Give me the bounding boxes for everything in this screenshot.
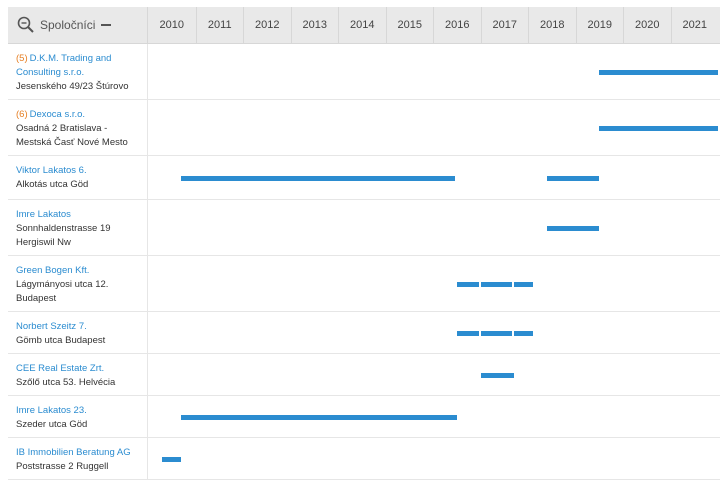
owner-cell: (6) Dexoca s.r.o. Osadná 2 Bratislava - Me… <box>8 100 148 155</box>
owner-name-link[interactable]: Imre Lakatos <box>16 209 71 220</box>
owners-column-header[interactable]: Spoločníci <box>8 7 148 43</box>
owner-address: Jesenského 49/23 Štúrovo <box>16 81 129 92</box>
owners-list: (5) D.K.M. Trading and Consulting s.r.o. J… <box>8 44 720 480</box>
owner-cell: Imre Lakatos Sonnhaldenstrasse 19 Hergisw… <box>8 200 148 255</box>
ownership-period-bar[interactable] <box>480 282 514 287</box>
ownership-bars <box>148 44 720 99</box>
owner-name-link[interactable]: Imre Lakatos 23. <box>16 405 87 416</box>
owner-name-line: IB Immobilien Beratung AG <box>16 446 139 460</box>
ownership-bars <box>148 312 720 353</box>
owner-name-line: Viktor Lakatos 6. <box>16 164 139 178</box>
owner-row: Norbert Szeitz 7. Gömb utca Budapest <box>8 312 720 354</box>
owner-name-link[interactable]: Green Bogen Kft. <box>16 265 90 276</box>
owner-row: Imre Lakatos Sonnhaldenstrasse 19 Hergisw… <box>8 200 720 256</box>
ownership-bars <box>148 438 720 479</box>
year-2012: 2012 <box>243 7 291 43</box>
ownership-bars <box>148 200 720 255</box>
owner-row: CEE Real Estate Zrt. Szőlő utca 53. Helvé… <box>8 354 720 396</box>
owner-address: Szőlő utca 53. Helvécia <box>16 377 116 388</box>
owner-address: Osadná 2 Bratislava - Mestská Časť Nové … <box>16 123 128 148</box>
year-2020: 2020 <box>623 7 671 43</box>
owner-row: Green Bogen Kft. Lágymányosi utca 12. Bud… <box>8 256 720 312</box>
ownership-period-bar[interactable] <box>456 282 481 287</box>
year-2014: 2014 <box>338 7 386 43</box>
owner-address: Lágymányosi utca 12. Budapest <box>16 279 109 304</box>
year-2013: 2013 <box>290 7 339 43</box>
ownership-period-bar[interactable] <box>480 331 514 336</box>
owner-index: (5) <box>16 53 28 64</box>
owner-name-link[interactable]: D.K.M. Trading and Consulting s.r.o. <box>16 53 112 78</box>
owner-cell: Norbert Szeitz 7. Gömb utca Budapest <box>8 312 148 353</box>
ownership-period-bar[interactable] <box>547 226 600 231</box>
owner-address: Sonnhaldenstrasse 19 Hergiswil Nw <box>16 223 111 248</box>
owner-cell: CEE Real Estate Zrt. Szőlő utca 53. Helvé… <box>8 354 148 395</box>
owner-name-line: Norbert Szeitz 7. <box>16 320 139 334</box>
owner-row: (5) D.K.M. Trading and Consulting s.r.o. J… <box>8 44 720 100</box>
owner-name-link[interactable]: Norbert Szeitz 7. <box>16 321 87 332</box>
ownership-period-bar[interactable] <box>181 176 457 181</box>
year-2015: 2015 <box>385 7 434 43</box>
zoom-icon[interactable] <box>16 15 36 35</box>
owner-row: Viktor Lakatos 6. Alkotás utca Göd <box>8 156 720 200</box>
ownership-period-bar[interactable] <box>513 331 533 336</box>
owner-cell: Imre Lakatos 23. Szeder utca Göd <box>8 396 148 437</box>
owner-index: (6) <box>16 109 28 120</box>
owner-address: Alkotás utca Göd <box>16 179 89 190</box>
ownership-period-bar[interactable] <box>181 415 457 420</box>
year-2021: 2021 <box>670 7 719 43</box>
ownership-period-bar[interactable] <box>599 126 718 131</box>
ownership-bars <box>148 354 720 395</box>
ownership-period-bar[interactable] <box>547 176 600 181</box>
year-2011: 2011 <box>195 7 244 43</box>
owner-name-link[interactable]: IB Immobilien Beratung AG <box>16 447 131 458</box>
owner-cell: IB Immobilien Beratung AG Poststrasse 2 R… <box>8 438 148 479</box>
owner-name-link[interactable]: Dexoca s.r.o. <box>29 109 86 120</box>
ownership-period-bar[interactable] <box>599 70 718 75</box>
owner-name-link[interactable]: Viktor Lakatos 6. <box>16 165 87 176</box>
ownership-period-bar[interactable] <box>162 457 182 462</box>
collapse-minus-icon[interactable] <box>101 24 112 26</box>
ownership-bars <box>148 256 720 311</box>
owner-cell: Viktor Lakatos 6. Alkotás utca Göd <box>8 156 148 199</box>
owner-cell: (5) D.K.M. Trading and Consulting s.r.o. J… <box>8 44 148 99</box>
owner-name-line: (6) Dexoca s.r.o. <box>16 108 139 122</box>
owner-name-line: CEE Real Estate Zrt. <box>16 362 139 376</box>
year-2016: 2016 <box>433 7 481 43</box>
ownership-period-bar[interactable] <box>456 331 481 336</box>
owner-cell: Green Bogen Kft. Lágymányosi utca 12. Bud… <box>8 256 148 311</box>
year-2017: 2017 <box>480 7 529 43</box>
owners-header-label: Spoločníci <box>40 18 96 32</box>
owner-address: Szeder utca Göd <box>16 419 88 430</box>
owner-name-link[interactable]: CEE Real Estate Zrt. <box>16 363 105 374</box>
year-2019: 2019 <box>575 7 624 43</box>
ownership-period-bar[interactable] <box>513 282 533 287</box>
owner-name-line: Imre Lakatos 23. <box>16 404 139 418</box>
year-2018: 2018 <box>528 7 576 43</box>
year-2010: 2010 <box>159 19 184 31</box>
owner-row: Imre Lakatos 23. Szeder utca Göd <box>8 396 720 438</box>
ownership-bars <box>148 396 720 437</box>
timeline-header: Spoločníci 2010 2011 2012 2013 2014 2015 2016 2… <box>8 7 720 44</box>
owner-row: (6) Dexoca s.r.o. Osadná 2 Bratislava - Me… <box>8 100 720 156</box>
owner-name-line: Imre Lakatos <box>16 208 139 222</box>
owner-name-line: (5) D.K.M. Trading and Consulting s.r.o. <box>16 52 139 80</box>
ownership-bars <box>148 100 720 155</box>
owner-address: Poststrasse 2 Ruggell <box>16 461 109 472</box>
owner-row: IB Immobilien Beratung AG Poststrasse 2 R… <box>8 438 720 480</box>
ownership-bars <box>148 156 720 199</box>
ownership-period-bar[interactable] <box>480 373 514 378</box>
owner-address: Gömb utca Budapest <box>16 335 106 346</box>
year-axis: 2010 2011 2012 2013 2014 2015 2016 2017 2018 2019… <box>148 7 720 43</box>
owner-name-line: Green Bogen Kft. <box>16 264 139 278</box>
